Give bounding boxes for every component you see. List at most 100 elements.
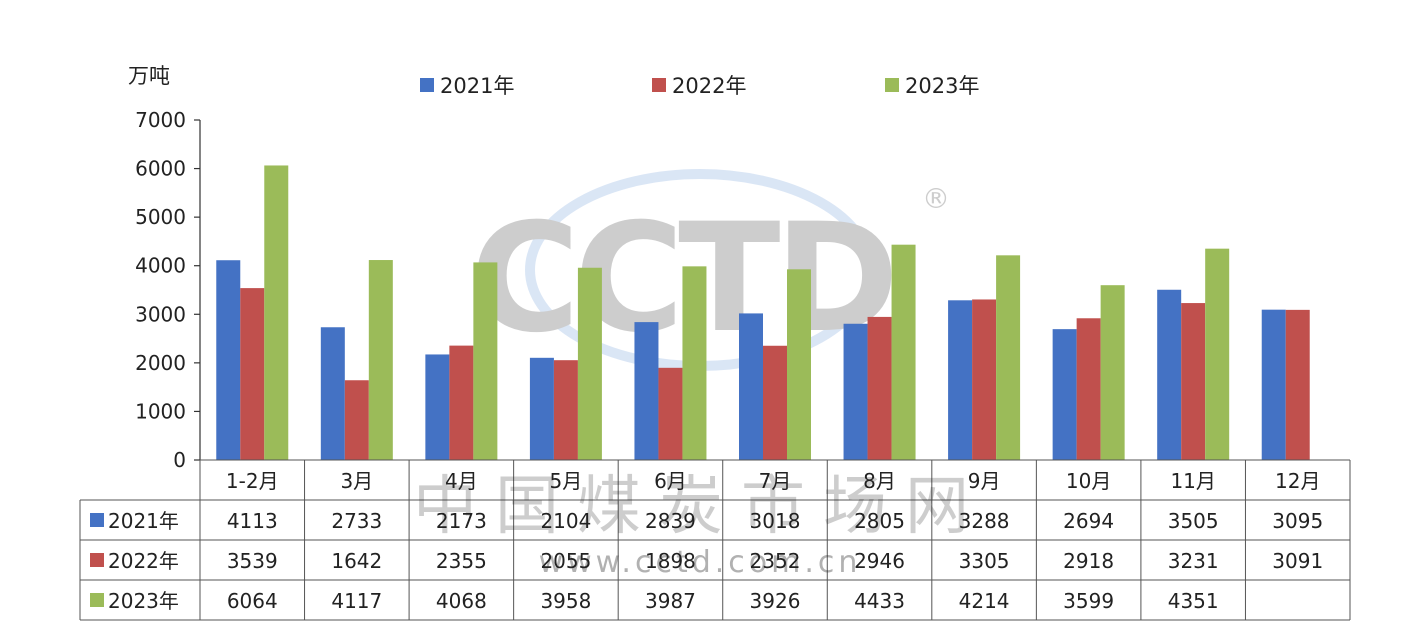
bar-2021年-10月 (1052, 329, 1077, 460)
data-label: 4113 (227, 509, 278, 533)
x-tick-label: 8月 (863, 469, 896, 493)
data-label: 3539 (227, 549, 278, 573)
y-tick-label: 6000 (135, 157, 186, 181)
x-tick-label: 9月 (968, 469, 1001, 493)
bar-2021年-7月 (739, 313, 763, 460)
bar-2022年-8月 (867, 316, 892, 460)
y-tick-label: 2000 (135, 351, 186, 375)
data-label: 2055 (540, 549, 591, 573)
data-label: 3926 (750, 589, 801, 613)
x-tick-label: 1-2月 (226, 469, 279, 493)
y-tick-label: 0 (173, 448, 186, 472)
bar-2022年-12月 (1285, 309, 1310, 460)
table-legend-key (90, 593, 104, 607)
data-label: 4068 (436, 589, 487, 613)
data-label: 1898 (645, 549, 696, 573)
legend-item: 2023年 (885, 72, 979, 98)
watermark-cn-text: 中国煤炭市场网 (413, 470, 987, 544)
watermark-url-text: www.cctd.com.cn (539, 545, 862, 580)
data-label: 4214 (959, 589, 1010, 613)
bar-2021年-6月 (634, 322, 659, 460)
bar-2022年-4月 (449, 345, 474, 460)
x-tick-label: 3月 (340, 469, 373, 493)
data-label: 3095 (1272, 509, 1323, 533)
bar-2022年-6月 (658, 367, 683, 460)
bar-2021年-3月 (320, 327, 345, 460)
bar-2022年-7月 (763, 345, 787, 460)
registered-mark: ® (922, 182, 950, 215)
table-series-label: 2021年 (108, 509, 179, 533)
bar-2021年-9月 (948, 300, 973, 460)
legend-swatch (652, 78, 666, 92)
bar-2022年-9月 (972, 299, 997, 460)
x-tick-label: 6月 (654, 469, 687, 493)
data-label: 3305 (959, 549, 1010, 573)
data-label: 2104 (540, 509, 591, 533)
y-axis-unit-label: 万吨 (128, 64, 170, 88)
bar-2022年-1-2月 (240, 288, 265, 460)
legend-swatch (420, 78, 434, 92)
data-label: 2694 (1063, 509, 1114, 533)
data-label: 6064 (227, 589, 278, 613)
bar-2023年-4月 (473, 262, 498, 460)
legend-label: 2021年 (440, 74, 515, 98)
y-tick-label: 4000 (135, 254, 186, 278)
bar-2021年-12月 (1261, 309, 1286, 460)
data-label: 3018 (750, 509, 801, 533)
table-series-label: 2022年 (108, 549, 179, 573)
bar-2023年-5月 (577, 267, 602, 460)
data-label: 1642 (331, 549, 382, 573)
legend-swatch (885, 78, 899, 92)
bar-2021年-11月 (1157, 289, 1182, 460)
bar-2023年-6月 (682, 266, 707, 460)
data-label: 2355 (436, 549, 487, 573)
table-legend-key (90, 513, 104, 527)
data-label: 2946 (854, 549, 905, 573)
data-label: 3505 (1168, 509, 1219, 533)
legend-label: 2022年 (672, 74, 747, 98)
bar-2022年-10月 (1076, 318, 1101, 460)
bar-2021年-8月 (843, 323, 868, 460)
y-tick-label: 5000 (135, 205, 186, 229)
legend-label: 2023年 (905, 74, 980, 98)
y-tick-label: 1000 (135, 399, 186, 423)
data-label: 2805 (854, 509, 905, 533)
bar-2022年-3月 (344, 380, 369, 460)
data-label: 3987 (645, 589, 696, 613)
data-label: 3599 (1063, 589, 1114, 613)
y-tick-label: 3000 (135, 302, 186, 326)
bar-2021年-5月 (529, 357, 554, 460)
bar-2023年-10月 (1100, 285, 1125, 460)
data-label: 3288 (959, 509, 1010, 533)
bar-2023年-3月 (368, 260, 393, 460)
data-label: 2733 (331, 509, 382, 533)
data-label: 2352 (750, 549, 801, 573)
bar-2022年-5月 (553, 360, 578, 460)
table-legend-key (90, 553, 104, 567)
table-series-label: 2023年 (108, 589, 179, 613)
data-label: 2918 (1063, 549, 1114, 573)
bar-2023年-7月 (787, 269, 811, 460)
bar-2023年-8月 (891, 244, 916, 460)
x-tick-label: 10月 (1066, 469, 1111, 493)
watermark-logo-text: CCTD (470, 192, 893, 366)
data-label: 3231 (1168, 549, 1219, 573)
x-tick-label: 4月 (445, 469, 478, 493)
x-tick-label: 7月 (759, 469, 792, 493)
x-tick-label: 5月 (550, 469, 583, 493)
data-label: 4433 (854, 589, 905, 613)
data-label: 4117 (331, 589, 382, 613)
data-label: 2839 (645, 509, 696, 533)
x-tick-label: 11月 (1170, 469, 1215, 493)
data-label: 3091 (1272, 549, 1323, 573)
data-label: 4351 (1168, 589, 1219, 613)
x-tick-label: 12月 (1275, 469, 1320, 493)
legend-item: 2021年 (420, 72, 514, 98)
legend-item: 2022年 (652, 72, 746, 98)
bar-2023年-9月 (996, 255, 1021, 460)
bar-2022年-11月 (1181, 303, 1206, 460)
bar-2021年-1-2月 (216, 260, 241, 460)
data-label: 3958 (540, 589, 591, 613)
